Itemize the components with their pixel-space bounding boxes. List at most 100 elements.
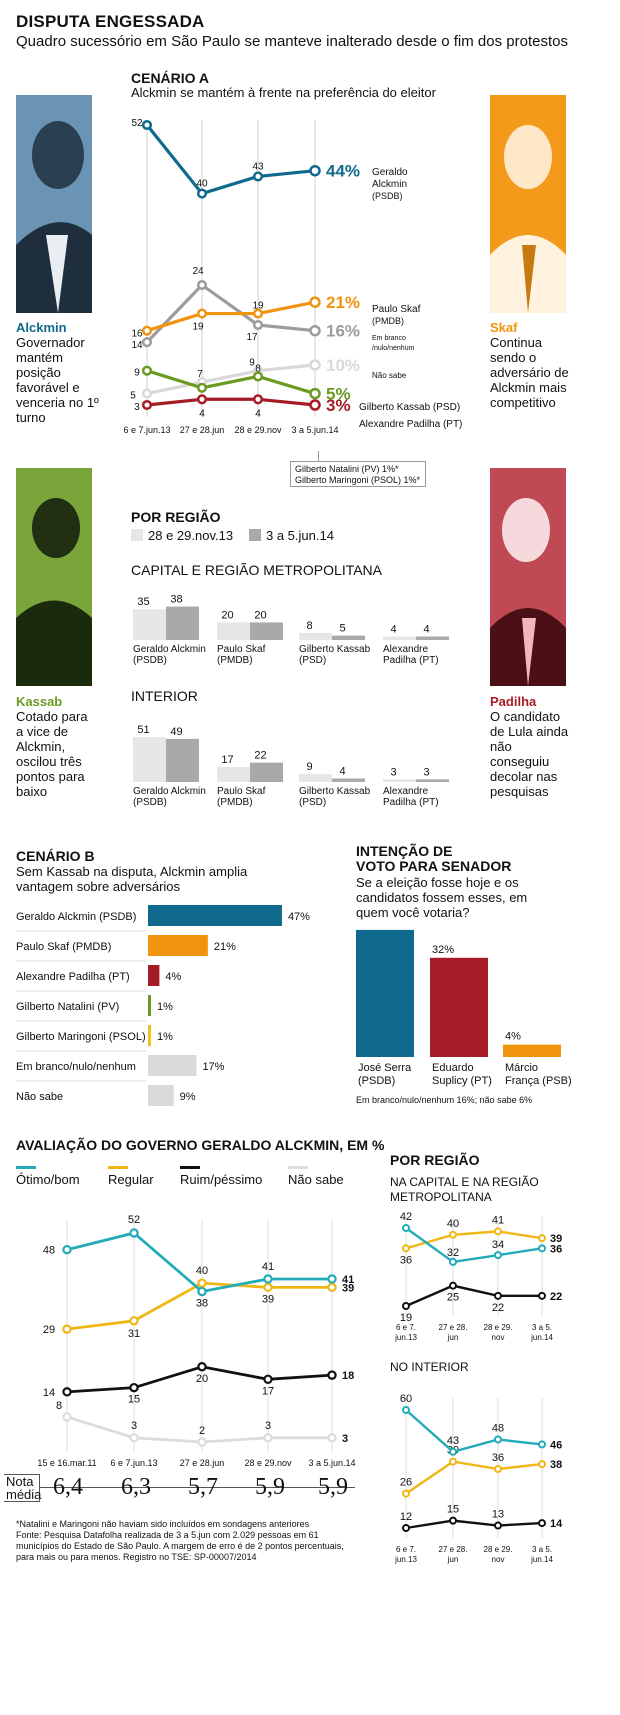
- x-tick-label: nov: [492, 1333, 505, 1342]
- final-value-label: 18: [342, 1370, 354, 1382]
- legend-otimo-label: Ótimo/bom: [16, 1172, 80, 1187]
- data-point-alckmin: [252, 171, 264, 182]
- data-point-kassab: [196, 382, 208, 393]
- x-tick-label: nov: [492, 1555, 505, 1564]
- final-value-branco: 16%: [326, 322, 360, 341]
- aval-interior-line-chart: 6 e 7.jun.13 27 e 28.jun 28 e 29.nov 3 a 5.…: [394, 1393, 563, 1564]
- final-value-label: 14: [550, 1518, 563, 1530]
- category-label: (PSDB): [133, 655, 167, 666]
- nota-value: 6,4: [53, 1474, 83, 1500]
- bar-value-label: 9: [306, 761, 312, 773]
- category-label: Alexandre: [383, 644, 428, 655]
- category-label: Paulo Skaf: [217, 786, 266, 797]
- category-label: Não sabe: [16, 1091, 63, 1103]
- data-point-ruim: [129, 1382, 139, 1393]
- series-line-naosabe: [146, 363, 316, 396]
- bar-value-label: 17: [221, 754, 233, 766]
- data-point-alckmin: [141, 119, 153, 131]
- category-label: José Serra: [358, 1062, 412, 1074]
- data-label: 3: [131, 1420, 137, 1432]
- data-label: 40: [447, 1218, 459, 1230]
- cenario-b-bar-chart: Geraldo Alckmin (PSDB) 47% Paulo Skaf (PMD…: [16, 905, 310, 1106]
- data-point-ruim: [494, 1291, 502, 1300]
- data-point-naosabe: [309, 359, 321, 371]
- bar-nov13: [133, 609, 166, 640]
- legend-swatch-nov13: [131, 529, 143, 541]
- data-label: 29: [43, 1324, 55, 1336]
- bar-value-label: 4: [339, 765, 345, 777]
- bar-jun14: [166, 738, 199, 782]
- data-label: 34: [492, 1239, 504, 1251]
- kassab-portrait-icon: [16, 468, 92, 686]
- data-point-ruim: [538, 1519, 546, 1528]
- data-point-regular: [402, 1244, 410, 1253]
- data-point-regular: [449, 1457, 457, 1466]
- data-label: 5: [130, 391, 136, 402]
- category-label: Alexandre Padilha (PT): [16, 971, 130, 983]
- category-label: Geraldo Alckmin: [133, 644, 206, 655]
- data-point-naosabe2: [327, 1433, 337, 1443]
- data-label: 14: [43, 1387, 55, 1399]
- bar-jun14: [166, 606, 199, 640]
- bar-value-label: 20: [221, 609, 233, 621]
- bar-value-label: 4%: [505, 1031, 521, 1043]
- data-point-kassab: [309, 387, 321, 400]
- category-label: Alexandre: [383, 786, 428, 797]
- x-tick-label: 6 e 7.jun.13: [110, 1458, 157, 1468]
- cenario-b-subtitle-1: Sem Kassab na disputa, Alckmin amplia: [16, 864, 248, 879]
- senador-question-2: candidatos fossem esses, em: [356, 890, 528, 905]
- x-tick-label: jun.13: [394, 1555, 417, 1564]
- data-point-otimo: [62, 1245, 72, 1255]
- category-label: (PSD): [299, 797, 326, 808]
- data-label: 38: [196, 1298, 208, 1310]
- note-pointer: [318, 451, 319, 461]
- data-point-skaf: [141, 325, 153, 336]
- avaliacao-title: AVALIAÇÃO DO GOVERNO GERALDO ALCKMIN, EM…: [16, 1137, 385, 1153]
- bar-nov13: [217, 767, 250, 782]
- bar-value-label: 3: [423, 766, 429, 778]
- padilha-caption-name: Padilha: [490, 694, 537, 709]
- data-point-ruim: [538, 1291, 546, 1300]
- data-point-naosabe: [141, 388, 153, 399]
- data-label: 43: [252, 161, 264, 172]
- legend-ruim-label: Ruim/péssimo: [180, 1172, 263, 1187]
- bar-value-label: 4: [423, 623, 429, 635]
- series-line-branco: [145, 283, 316, 344]
- category-label: Padilha (PT): [383, 797, 439, 808]
- data-label: 17: [246, 332, 258, 343]
- data-label: 43: [447, 1435, 459, 1447]
- bar-jun14: [250, 762, 283, 782]
- bar-value-label: 4: [390, 623, 396, 635]
- data-label: 32: [447, 1247, 459, 1259]
- data-point-branco: [196, 279, 208, 291]
- bar: [148, 1055, 197, 1076]
- cenario-b-subtitle-2: vantagem sobre adversários: [16, 879, 181, 894]
- senador-title-1: INTENÇÃO DE: [356, 843, 453, 859]
- category-label: Padilha (PT): [383, 655, 439, 666]
- bar: [503, 1044, 561, 1057]
- bar: [148, 905, 282, 926]
- data-point-regular: [494, 1465, 502, 1473]
- data-label: 3: [265, 1420, 271, 1432]
- bar: [148, 995, 151, 1016]
- data-point-regular: [197, 1278, 207, 1288]
- bar-nov13: [383, 636, 416, 640]
- series-line-regular: [405, 1230, 543, 1250]
- data-point-kassab: [252, 371, 264, 382]
- data-point-naosabe2: [197, 1437, 207, 1447]
- data-point-otimo: [538, 1440, 546, 1449]
- data-point-naosabe2: [62, 1412, 72, 1422]
- data-label: 31: [128, 1328, 140, 1340]
- data-point-ruim: [327, 1370, 337, 1380]
- nota-value: 5,9: [255, 1474, 285, 1500]
- data-point-skaf: [196, 308, 208, 319]
- skaf-caption-text: Continua sendo o adversário de Alckmin m…: [490, 335, 569, 410]
- note-maringoni: Gilberto Maringoni (PSOL) 1%*: [295, 475, 421, 485]
- category-label: Paulo Skaf: [217, 644, 266, 655]
- category-label: Paulo Skaf (PMDB): [16, 941, 111, 953]
- footer-line-4: para mais ou para menos. Registro no TSE…: [16, 1552, 257, 1562]
- padilha-photo: [490, 468, 566, 686]
- final-value-padilha: 3%: [326, 396, 351, 415]
- data-point-otimo: [263, 1274, 273, 1284]
